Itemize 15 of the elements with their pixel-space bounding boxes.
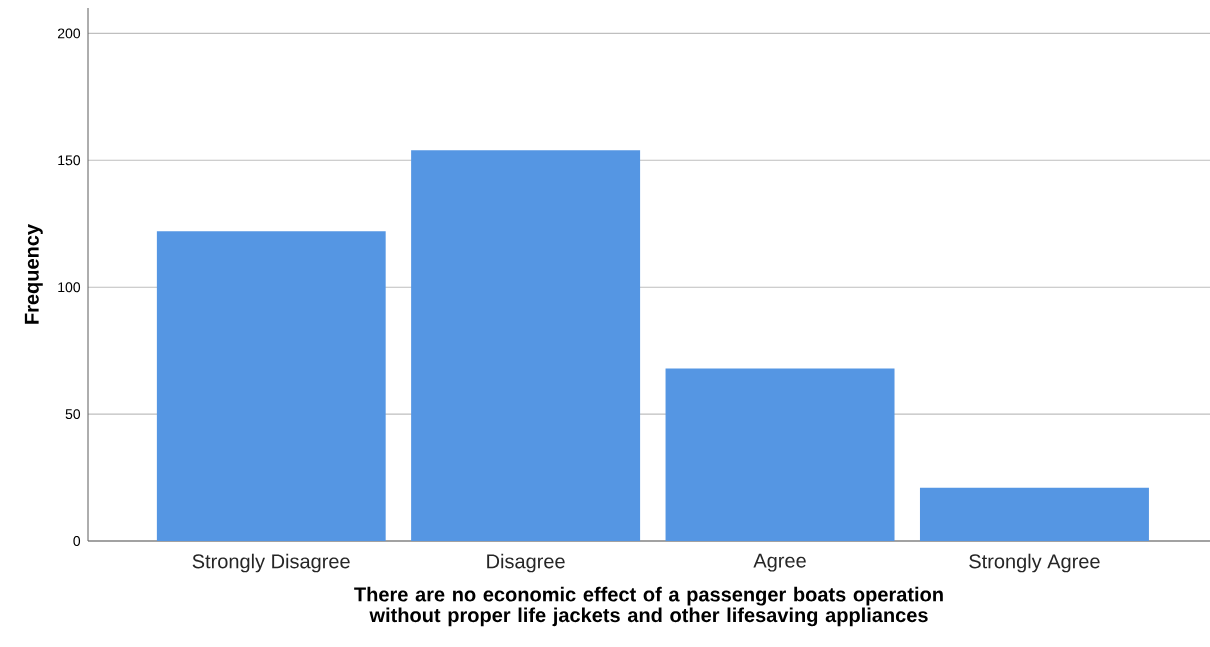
x-tick-label: Strongly Agree	[969, 553, 1100, 573]
bar	[919, 487, 1149, 541]
y-tick-label: 200	[57, 28, 81, 39]
x-axis-title: There are no economic effect of a passenger boats operation without proper life jackets and other lifesaving appliances	[354, 586, 943, 627]
x-tick-label: Disagree	[487, 553, 565, 573]
x-tick-label: Strongly Disagree	[192, 553, 350, 573]
y-axis-title: Frequency	[24, 224, 43, 324]
bar	[156, 231, 386, 541]
y-tick-label: 50	[65, 409, 81, 420]
x-tick-label: Agree	[753, 553, 806, 572]
y-tick-label: 150	[58, 155, 81, 166]
bar	[665, 368, 895, 541]
y-tick-label: 100	[58, 282, 81, 293]
bar	[411, 150, 641, 541]
y-tick-label: 0	[73, 536, 81, 546]
